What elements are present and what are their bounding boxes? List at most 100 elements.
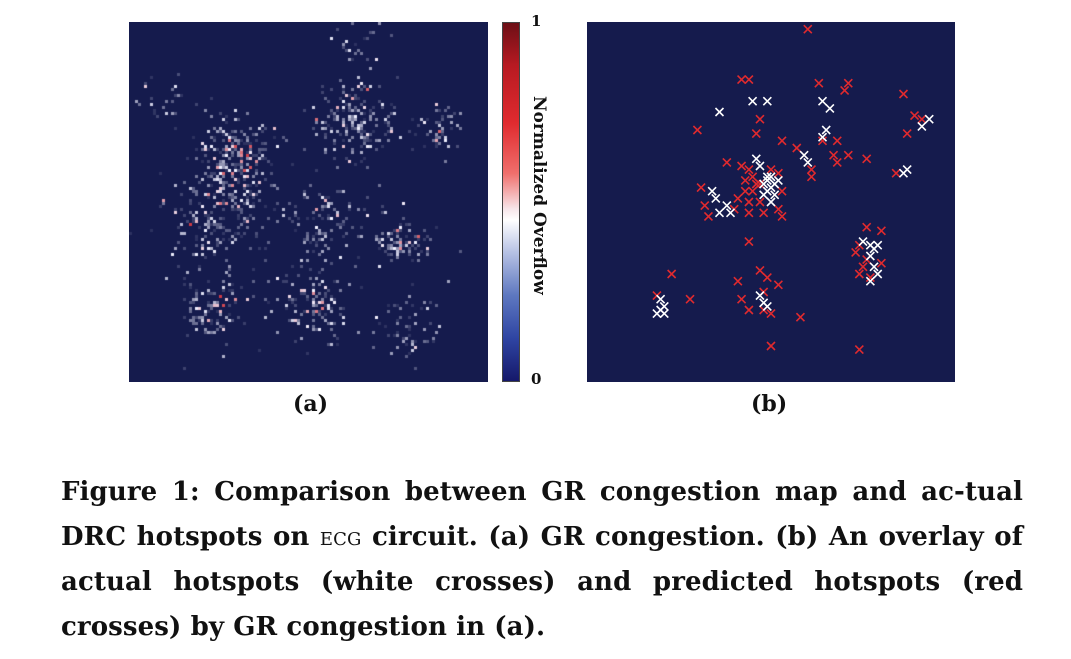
predicted-hotspot-cross-33 [733,193,743,203]
predicted-hotspot-cross-67 [766,309,776,319]
actual-hotspot-cross-23 [711,193,721,203]
heatmap-canvas [129,22,488,382]
actual-hotspot-cross-8 [803,157,813,167]
actual-hotspot-cross-4 [825,103,835,113]
predicted-hotspot-cross-22 [862,154,872,164]
actual-hotspot-cross-22 [707,186,717,196]
predicted-hotspot-cross-3 [814,78,824,88]
figure-caption: Figure 1: Comparison between GR congesti… [61,470,1023,650]
predicted-hotspot-cross-8 [917,114,927,124]
actual-hotspot-cross-18 [770,190,780,200]
actual-hotspot-cross-37 [873,269,883,279]
predicted-hotspot-cross-47 [862,222,872,232]
predicted-hotspot-cross-21 [806,172,817,182]
predicted-hotspot-cross-19 [832,157,842,167]
predicted-hotspot-cross-54 [854,269,864,279]
predicted-hotspot-cross-34 [744,197,754,207]
gr-congestion-heatmap [129,22,488,382]
predicted-hotspot-cross-1 [736,75,747,85]
actual-hotspot-cross-14 [766,172,776,182]
actual-hotspot-cross-36 [869,262,879,272]
predicted-hotspot-cross-60 [762,273,772,283]
colorbar-title-text: Normalized Overflow [529,96,549,295]
actual-hotspot-cross-24 [722,201,732,211]
actual-hotspot-cross-26 [714,208,725,218]
actual-hotspot-cross-28 [898,168,909,178]
predicted-hotspot-cross-65 [744,305,754,315]
predicted-hotspot-cross-4 [843,78,853,88]
colorbar [502,22,520,382]
predicted-hotspot-cross-0 [803,24,813,34]
panel-label-a: (a) [293,391,329,417]
actual-hotspot-cross-19 [773,175,783,185]
predicted-hotspot-cross-29 [751,179,761,189]
actual-hotspot-cross-42 [652,309,662,319]
predicted-hotspot-cross-68 [795,312,806,322]
predicted-hotspot-cross-28 [740,175,750,185]
actual-hotspot-cross-5 [821,125,831,135]
caption-suffix: circuit. (a) GR congestion. (b) An overl… [61,522,1023,642]
predicted-hotspot-cross-9 [902,129,912,139]
predicted-hotspot-cross-26 [744,165,754,175]
actual-hotspot-cross-2 [762,96,772,106]
actual-hotspot-cross-34 [873,240,883,250]
actual-hotspot-cross-30 [924,114,934,124]
actual-hotspot-cross-43 [659,309,669,319]
predicted-hotspot-cross-71 [854,345,864,355]
actual-hotspot-cross-25 [725,208,736,218]
actual-hotspot-cross-1 [748,96,758,106]
panel-label-b: (b) [751,391,788,417]
actual-hotspot-cross-35 [865,251,875,261]
predicted-hotspot-cross-2 [744,75,754,85]
predicted-hotspot-cross-20 [806,165,817,175]
predicted-hotspot-cross-70 [766,341,776,351]
predicted-hotspot-cross-11 [755,114,765,124]
predicted-hotspot-cross-15 [817,136,828,146]
predicted-hotspot-cross-40 [696,183,706,193]
predicted-hotspot-cross-42 [703,211,714,221]
predicted-hotspot-cross-27 [748,172,758,182]
actual-hotspot-cross-31 [858,237,868,247]
actual-hotspot-cross-7 [799,150,809,160]
predicted-hotspot-cross-36 [766,165,776,175]
predicted-hotspot-cross-39 [773,204,783,214]
actual-hotspot-cross-10 [755,161,765,171]
predicted-hotspot-cross-46 [777,211,787,221]
predicted-hotspot-cross-35 [755,197,765,207]
predicted-hotspot-cross-55 [865,273,875,283]
actual-hotspot-cross-20 [759,190,769,200]
predicted-hotspot-cross-13 [777,136,787,146]
actual-hotspot-cross-29 [917,121,927,131]
predicted-hotspot-cross-61 [773,280,783,290]
predicted-hotspot-cross-7 [909,111,920,121]
predicted-hotspot-cross-48 [876,226,886,236]
hotspot-overlay-svg [652,24,934,355]
predicted-hotspot-cross-69 [736,294,747,304]
predicted-hotspot-cross-59 [755,265,765,275]
predicted-hotspot-cross-30 [755,179,765,189]
predicted-hotspot-cross-32 [740,186,750,196]
actual-hotspot-cross-38 [865,276,875,286]
actual-hotspot-cross-44 [755,291,765,301]
predicted-hotspot-cross-18 [843,150,853,160]
predicted-hotspot-cross-58 [733,276,743,286]
predicted-hotspot-cross-37 [773,168,783,178]
predicted-hotspot-cross-23 [891,168,901,178]
actual-hotspot-cross-0 [714,107,725,117]
actual-hotspot-cross-39 [656,294,666,304]
caption-circuit-name: ecg [319,522,362,552]
predicted-hotspot-cross-14 [792,143,802,153]
predicted-hotspot-cross-38 [777,186,787,196]
predicted-hotspot-cross-24 [722,157,732,167]
predicted-hotspot-cross-45 [759,208,769,218]
predicted-hotspot-cross-25 [736,161,747,171]
predicted-hotspot-cross-6 [898,89,909,99]
actual-hotspot-cross-21 [766,197,776,207]
predicted-hotspot-cross-5 [840,85,850,95]
predicted-hotspot-cross-17 [828,150,839,160]
predicted-hotspot-cross-12 [751,129,761,139]
predicted-hotspot-cross-64 [685,294,695,304]
actual-hotspot-cross-6 [817,132,828,142]
predicted-hotspot-cross-57 [667,269,677,279]
caption-prefix: Figure 1: Comparison between GR congesti… [61,477,1023,552]
